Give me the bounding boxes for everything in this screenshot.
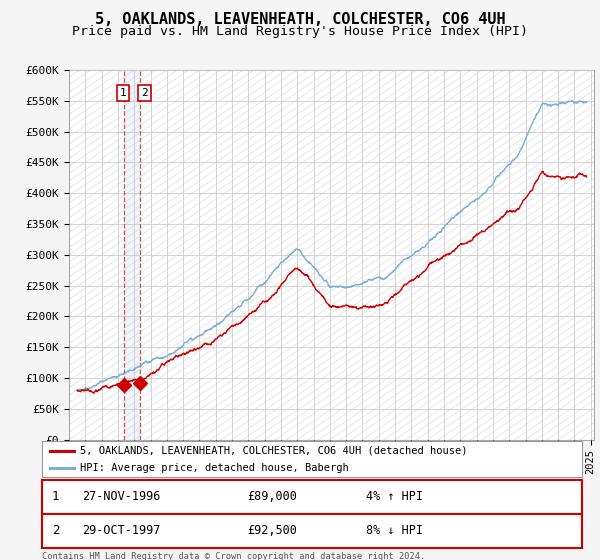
Text: HPI: Average price, detached house, Babergh: HPI: Average price, detached house, Babe… <box>80 463 349 473</box>
Text: 5, OAKLANDS, LEAVENHEATH, COLCHESTER, CO6 4UH: 5, OAKLANDS, LEAVENHEATH, COLCHESTER, CO… <box>95 12 505 27</box>
Text: 8% ↓ HPI: 8% ↓ HPI <box>366 524 423 538</box>
Text: 1: 1 <box>52 490 59 503</box>
Text: 29-OCT-1997: 29-OCT-1997 <box>83 524 161 538</box>
Text: Price paid vs. HM Land Registry's House Price Index (HPI): Price paid vs. HM Land Registry's House … <box>72 25 528 38</box>
Text: 2: 2 <box>141 88 148 98</box>
Text: 4% ↑ HPI: 4% ↑ HPI <box>366 490 423 503</box>
Bar <box>124 70 140 440</box>
Text: £92,500: £92,500 <box>247 524 297 538</box>
Text: 27-NOV-1996: 27-NOV-1996 <box>83 490 161 503</box>
Text: 2: 2 <box>52 524 59 538</box>
Text: £89,000: £89,000 <box>247 490 297 503</box>
Text: Contains HM Land Registry data © Crown copyright and database right 2024.
This d: Contains HM Land Registry data © Crown c… <box>42 552 425 560</box>
Text: 5, OAKLANDS, LEAVENHEATH, COLCHESTER, CO6 4UH (detached house): 5, OAKLANDS, LEAVENHEATH, COLCHESTER, CO… <box>80 446 467 456</box>
Text: 1: 1 <box>119 88 126 98</box>
